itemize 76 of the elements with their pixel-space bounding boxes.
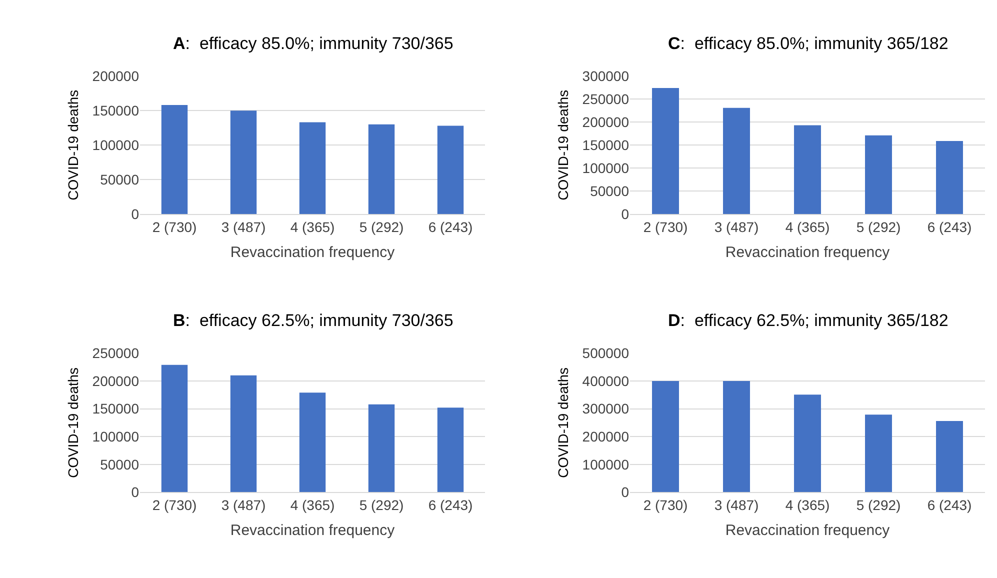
y-tick-label: 200000 <box>582 114 630 130</box>
y-axis-title: COVID-19 deaths <box>64 90 81 200</box>
y-tick-label: 50000 <box>590 183 630 200</box>
x-tick-label: 6 (243) <box>927 497 972 514</box>
x-tick-label: 3 (487) <box>221 218 266 235</box>
y-tick-label: 0 <box>621 206 630 222</box>
y-tick-label: 150000 <box>582 136 630 153</box>
y-tick-label: 250000 <box>92 345 140 362</box>
bar <box>368 124 395 214</box>
y-axis-title: COVID-19 deaths <box>554 367 571 478</box>
x-axis-title: Revaccination frequency <box>725 522 890 540</box>
y-tick-label: 100000 <box>92 428 140 444</box>
chart-title: C: efficacy 85.0%; immunity 365/182 <box>668 34 948 53</box>
y-tick-label: 0 <box>131 484 140 500</box>
x-tick-label: 2 (730) <box>152 218 197 235</box>
x-tick-label: 5 (292) <box>359 497 404 514</box>
bar <box>299 122 326 214</box>
y-axis-title: COVID-19 deaths <box>64 367 81 478</box>
y-tick-label: 200000 <box>582 428 630 444</box>
bar <box>230 375 257 492</box>
y-tick-label: 100000 <box>582 160 630 176</box>
x-axis-title: Revaccination frequency <box>230 522 396 540</box>
y-tick-label: 300000 <box>582 400 630 417</box>
bar <box>437 126 464 214</box>
x-tick-label: 6 (243) <box>428 497 473 514</box>
bar <box>936 140 963 214</box>
bar <box>652 88 679 214</box>
bar <box>794 394 821 492</box>
bar <box>865 135 892 214</box>
bar <box>230 110 257 214</box>
x-tick-label: 6 (243) <box>428 218 473 235</box>
x-axis-title: Revaccination frequency <box>230 244 396 261</box>
y-tick-label: 0 <box>131 206 140 222</box>
bar <box>723 380 750 492</box>
bar <box>437 408 464 492</box>
y-tick-label: 300000 <box>582 68 630 84</box>
y-tick-label: 200000 <box>92 68 140 84</box>
y-axis-title: COVID-19 deaths <box>554 90 571 200</box>
x-axis-title: Revaccination frequency <box>725 244 890 261</box>
y-tick-label: 0 <box>621 484 630 500</box>
x-tick-label: 4 (365) <box>785 497 830 514</box>
x-tick-label: 5 (292) <box>856 218 901 235</box>
bar <box>936 421 963 492</box>
x-tick-label: 5 (292) <box>359 218 404 235</box>
y-tick-label: 500000 <box>582 345 630 362</box>
bar <box>161 364 188 492</box>
bar <box>299 392 326 492</box>
y-tick-label: 50000 <box>100 172 140 188</box>
bar <box>161 105 188 214</box>
y-tick-label: 100000 <box>582 456 630 472</box>
y-tick-label: 100000 <box>92 136 140 153</box>
y-tick-label: 150000 <box>92 102 140 118</box>
y-tick-label: 50000 <box>100 456 140 472</box>
bar <box>794 125 821 214</box>
chart-title: A: efficacy 85.0%; immunity 730/365 <box>173 34 454 53</box>
bar <box>723 108 750 214</box>
x-tick-label: 3 (487) <box>714 497 759 514</box>
y-tick-label: 150000 <box>92 400 140 417</box>
x-tick-label: 2 (730) <box>643 218 688 235</box>
bar <box>865 414 892 492</box>
x-tick-label: 6 (243) <box>927 218 972 235</box>
chart-title: B: efficacy 62.5%; immunity 730/365 <box>173 311 454 330</box>
x-tick-label: 4 (365) <box>290 218 335 235</box>
y-tick-label: 200000 <box>92 372 140 389</box>
x-tick-label: 5 (292) <box>856 497 901 514</box>
bar <box>368 404 395 492</box>
y-tick-label: 250000 <box>582 90 630 107</box>
x-tick-label: 2 (730) <box>643 497 688 514</box>
x-tick-label: 3 (487) <box>221 497 266 514</box>
x-tick-label: 3 (487) <box>714 218 759 235</box>
bar <box>652 380 679 492</box>
x-tick-label: 2 (730) <box>152 497 197 514</box>
chart-title: D: efficacy 62.5%; immunity 365/182 <box>668 311 948 330</box>
y-tick-label: 400000 <box>582 372 630 389</box>
x-tick-label: 4 (365) <box>785 218 830 235</box>
x-tick-label: 4 (365) <box>290 497 335 514</box>
